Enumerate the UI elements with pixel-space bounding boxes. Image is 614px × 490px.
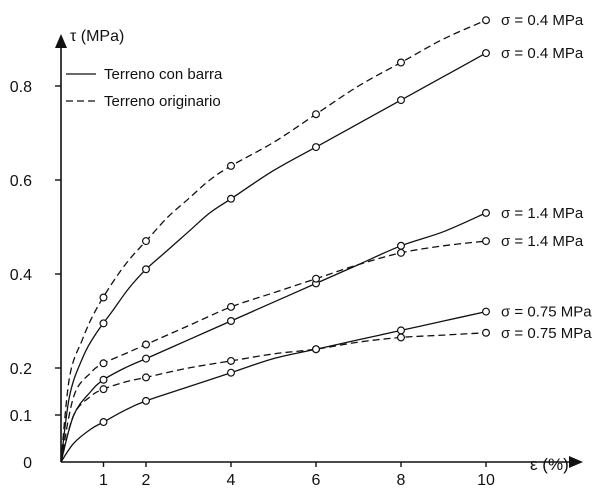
data-point	[397, 241, 406, 250]
series-label-1: σ = 0.4 MPa	[501, 45, 584, 62]
data-point	[482, 16, 491, 25]
x-tick-label: 8	[397, 472, 406, 489]
series-label-4: σ = 0.75 MPa	[501, 304, 592, 321]
data-point	[99, 385, 108, 394]
series-label-0: σ = 0.4 MPa	[501, 12, 584, 29]
x-tick-label: 2	[142, 472, 151, 489]
data-point	[142, 237, 151, 246]
data-point	[227, 302, 236, 311]
y-tick-label: 0.1	[10, 408, 32, 425]
y-tick-label: 0.4	[10, 267, 32, 284]
data-point	[397, 333, 406, 342]
data-point	[482, 237, 491, 246]
legend-label-solid: Terreno con barra	[104, 66, 223, 83]
end-labels: σ = 0.4 MPa σ = 0.4 MPa σ = 1.4 MPa σ = 1.4…	[501, 12, 592, 342]
x-tick-label: 10	[477, 472, 495, 489]
data-point	[312, 110, 321, 119]
data-point	[142, 265, 151, 274]
data-point	[397, 248, 406, 257]
curves	[60, 19, 487, 463]
data-point	[227, 194, 236, 203]
legend: Terreno con barra Terreno originario	[66, 66, 223, 110]
x-tick-label: 1	[99, 472, 108, 489]
y-tick-label: 0.6	[10, 173, 32, 190]
series-line-2	[60, 212, 487, 463]
data-point	[99, 418, 108, 427]
data-point	[482, 328, 491, 337]
data-point	[312, 345, 321, 354]
ticks: 1 2 4 6 8 10 0 0.1 0.2 0.4 0.6 0.8	[10, 79, 495, 489]
data-point	[142, 373, 151, 382]
data-point	[312, 143, 321, 152]
y-tick-label: 0.8	[10, 79, 32, 96]
data-point	[482, 208, 491, 217]
series-label-3: σ = 1.4 MPa	[501, 233, 584, 250]
series-line-3	[60, 240, 487, 463]
data-point	[397, 326, 406, 335]
data-point	[227, 368, 236, 377]
x-tick-label: 6	[312, 472, 321, 489]
x-tick-label: 4	[227, 472, 236, 489]
series-label-2: σ = 1.4 MPa	[501, 205, 584, 222]
data-point	[142, 354, 151, 363]
data-point	[99, 293, 108, 302]
data-point	[142, 340, 151, 349]
markers	[99, 16, 491, 427]
data-point	[99, 319, 108, 328]
y-tick-label: 0	[23, 455, 32, 472]
x-axis-label: ε (%)	[530, 455, 569, 474]
data-point	[99, 375, 108, 384]
data-point	[227, 161, 236, 170]
data-point	[227, 356, 236, 365]
legend-label-dashed: Terreno originario	[104, 93, 221, 110]
series-line-5	[60, 332, 487, 463]
data-point	[482, 307, 491, 316]
series-line-1	[60, 52, 487, 463]
x-axis-arrow	[569, 456, 583, 468]
series-line-0	[60, 19, 487, 463]
data-point	[397, 58, 406, 67]
y-tick-label: 0.2	[10, 361, 32, 378]
data-point	[227, 317, 236, 326]
data-point	[482, 49, 491, 58]
data-point	[142, 396, 151, 405]
y-axis-arrow	[55, 34, 67, 48]
y-axis-label: τ (MPa)	[70, 28, 124, 45]
data-point	[99, 359, 108, 368]
data-point	[397, 96, 406, 105]
series-line-4	[60, 310, 487, 463]
series-label-5: σ = 0.75 MPa	[501, 325, 592, 342]
data-point	[312, 274, 321, 283]
